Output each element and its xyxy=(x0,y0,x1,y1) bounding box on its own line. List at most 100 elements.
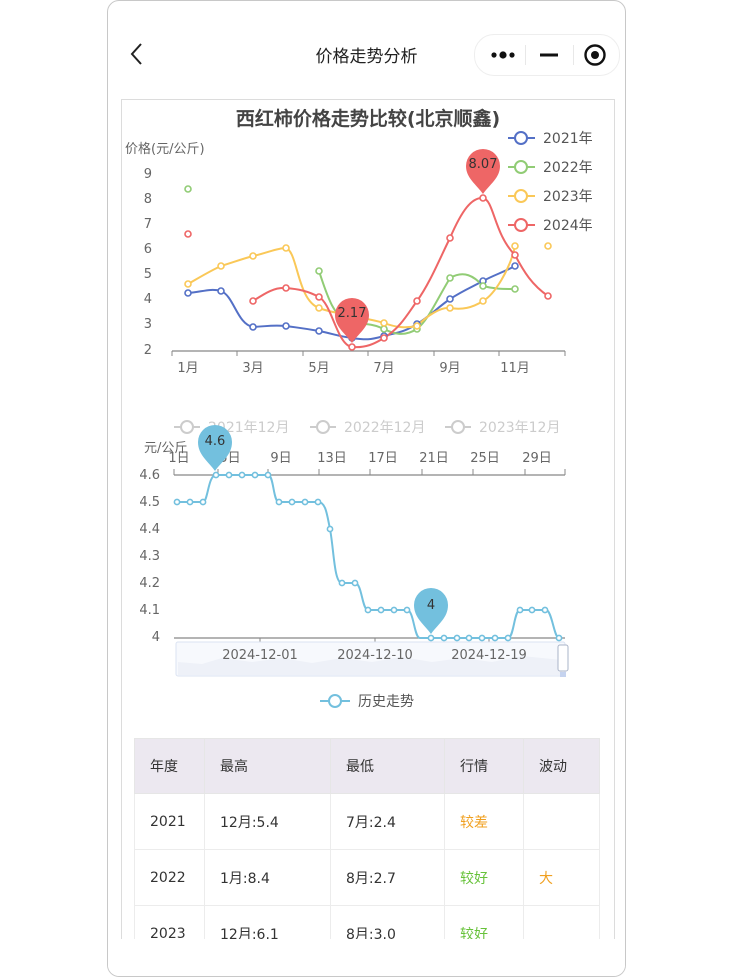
table-row: 2022 1月:8.4 8月:2.7 较好 大 xyxy=(134,849,600,906)
cell-volatility xyxy=(523,793,600,850)
legend-2023[interactable]: 2023年 xyxy=(508,189,593,205)
minimize-button[interactable] xyxy=(525,35,573,75)
svg-text:4.3: 4.3 xyxy=(139,549,160,564)
more-button[interactable] xyxy=(479,35,527,75)
legend-2021[interactable]: 2021年 xyxy=(508,131,593,147)
minus-icon xyxy=(540,53,558,57)
svg-text:1月: 1月 xyxy=(177,361,198,376)
max-marker-pin: 4.6 xyxy=(198,425,232,471)
legend-2023-12[interactable]: 2023年12月 xyxy=(445,420,560,436)
svg-text:3: 3 xyxy=(144,317,152,332)
x-axis: 1月 3月 5月 7月 9月 11月 xyxy=(171,350,566,376)
cell-low: 7月:2.4 xyxy=(330,793,445,850)
header-volatility: 波动 xyxy=(523,738,600,794)
svg-text:5月: 5月 xyxy=(308,361,329,376)
svg-text:4.5: 4.5 xyxy=(139,495,160,510)
cell-trend: 较好 xyxy=(444,849,524,906)
svg-text:4.6: 4.6 xyxy=(205,434,226,449)
daily-history-chart: 2021年12月 2022年12月 2023年12月 元/公斤 1日 5日 9日… xyxy=(139,420,569,710)
svg-text:历史走势: 历史走势 xyxy=(358,694,414,710)
close-button[interactable] xyxy=(571,35,619,75)
svg-text:9日: 9日 xyxy=(270,451,291,466)
legend-2021-12[interactable]: 2021年12月 xyxy=(174,420,289,436)
navbar: 价格走势分析 xyxy=(108,1,625,96)
legend-2024[interactable]: 2024年 xyxy=(508,218,593,234)
svg-text:2023年12月: 2023年12月 xyxy=(479,420,560,436)
table-header-row: 年度 最高 最低 行情 波动 xyxy=(134,738,600,794)
series-2024-line xyxy=(252,196,549,349)
data-zoom-slider[interactable]: 2024-12-01 2024-12-10 2024-12-19 xyxy=(175,641,569,677)
svg-text:2024-12-01: 2024-12-01 xyxy=(222,648,298,663)
svg-text:8: 8 xyxy=(144,192,152,207)
svg-text:9: 9 xyxy=(144,167,152,182)
more-dots-icon xyxy=(491,51,515,59)
min-marker-pin: 2.17 xyxy=(335,298,369,343)
cell-high: 12月:5.4 xyxy=(204,793,331,850)
svg-text:4.1: 4.1 xyxy=(139,603,160,618)
zoom-handle[interactable] xyxy=(557,644,569,672)
svg-text:6: 6 xyxy=(144,242,152,257)
svg-text:4: 4 xyxy=(152,630,160,645)
svg-text:25日: 25日 xyxy=(470,451,500,466)
svg-text:1日: 1日 xyxy=(168,451,189,466)
svg-text:7月: 7月 xyxy=(373,361,394,376)
chevron-left-icon xyxy=(130,43,142,65)
legend-2022[interactable]: 2022年 xyxy=(508,160,593,176)
header-low: 最低 xyxy=(330,738,445,794)
bottom-safe-area xyxy=(108,939,625,976)
svg-text:2022年12月: 2022年12月 xyxy=(344,420,425,436)
svg-text:4: 4 xyxy=(144,292,152,307)
max-marker-pin: 8.07 xyxy=(466,149,500,194)
svg-text:8.07: 8.07 xyxy=(469,157,498,172)
svg-text:29日: 29日 xyxy=(522,451,552,466)
y-axis-label: 元/公斤 xyxy=(144,441,187,456)
analysis-card: 西红柿价格走势比较(北京顺鑫) 价格(元/公斤) 9 8 7 6 5 4 3 2 xyxy=(121,99,615,976)
svg-text:2023年: 2023年 xyxy=(543,189,593,205)
header-year: 年度 xyxy=(134,738,205,794)
cell-trend: 较差 xyxy=(444,793,524,850)
mini-program-capsule xyxy=(474,34,620,76)
svg-text:4: 4 xyxy=(427,598,435,613)
series-markers xyxy=(184,185,552,351)
target-circle-icon xyxy=(584,44,606,66)
min-marker-pin: 4 xyxy=(414,588,448,634)
capsule-divider xyxy=(573,45,574,65)
top-x-axis: 1日 5日 9日 13日 17日 21日 25日 29日 xyxy=(168,451,566,476)
svg-text:5: 5 xyxy=(144,267,152,282)
back-button[interactable] xyxy=(126,41,150,67)
legend-history[interactable]: 历史走势 xyxy=(320,694,414,710)
cell-high: 1月:8.4 xyxy=(204,849,331,906)
header-trend: 行情 xyxy=(444,738,524,794)
table-row: 2021 12月:5.4 7月:2.4 较差 xyxy=(134,793,600,850)
svg-text:9月: 9月 xyxy=(439,361,460,376)
yearly-comparison-chart: 价格(元/公斤) 9 8 7 6 5 4 3 2 1月 xyxy=(125,131,593,376)
svg-text:2024年: 2024年 xyxy=(543,218,593,234)
y-axis-label: 价格(元/公斤) xyxy=(125,141,205,157)
svg-text:13日: 13日 xyxy=(317,451,347,466)
price-summary-table: 年度 最高 最低 行情 波动 2021 12月:5.4 7月:2.4 较差 20… xyxy=(134,738,600,962)
svg-text:21日: 21日 xyxy=(419,451,449,466)
cell-low: 8月:2.7 xyxy=(330,849,445,906)
history-line xyxy=(177,474,560,639)
cell-year: 2022 xyxy=(134,849,205,906)
svg-text:2024-12-19: 2024-12-19 xyxy=(451,648,527,663)
history-markers xyxy=(173,471,563,642)
capsule-divider xyxy=(525,45,526,65)
y-axis-ticks: 4.6 4.5 4.4 4.3 4.2 4.1 4 xyxy=(139,468,160,645)
svg-text:2022年: 2022年 xyxy=(543,160,593,176)
svg-text:4.6: 4.6 xyxy=(139,468,160,483)
chart-title: 西红柿价格走势比较(北京顺鑫) xyxy=(235,108,501,130)
cell-year: 2021 xyxy=(134,793,205,850)
top-legend: 2021年12月 2022年12月 2023年12月 xyxy=(174,420,560,436)
phone-frame: 价格走势分析 西红柿价格走势比较(北京顺鑫) 价格(元/公斤) 9 8 7 6 xyxy=(107,0,626,977)
svg-text:11月: 11月 xyxy=(500,361,530,376)
page-title: 价格走势分析 xyxy=(315,47,418,67)
svg-text:2021年: 2021年 xyxy=(543,131,593,147)
svg-text:7: 7 xyxy=(144,217,152,232)
header-high: 最高 xyxy=(204,738,331,794)
cell-volatility: 大 xyxy=(523,849,600,906)
svg-text:2024-12-10: 2024-12-10 xyxy=(337,648,413,663)
svg-text:4.2: 4.2 xyxy=(139,576,160,591)
legend-2022-12[interactable]: 2022年12月 xyxy=(310,420,425,436)
svg-text:2: 2 xyxy=(144,343,152,358)
